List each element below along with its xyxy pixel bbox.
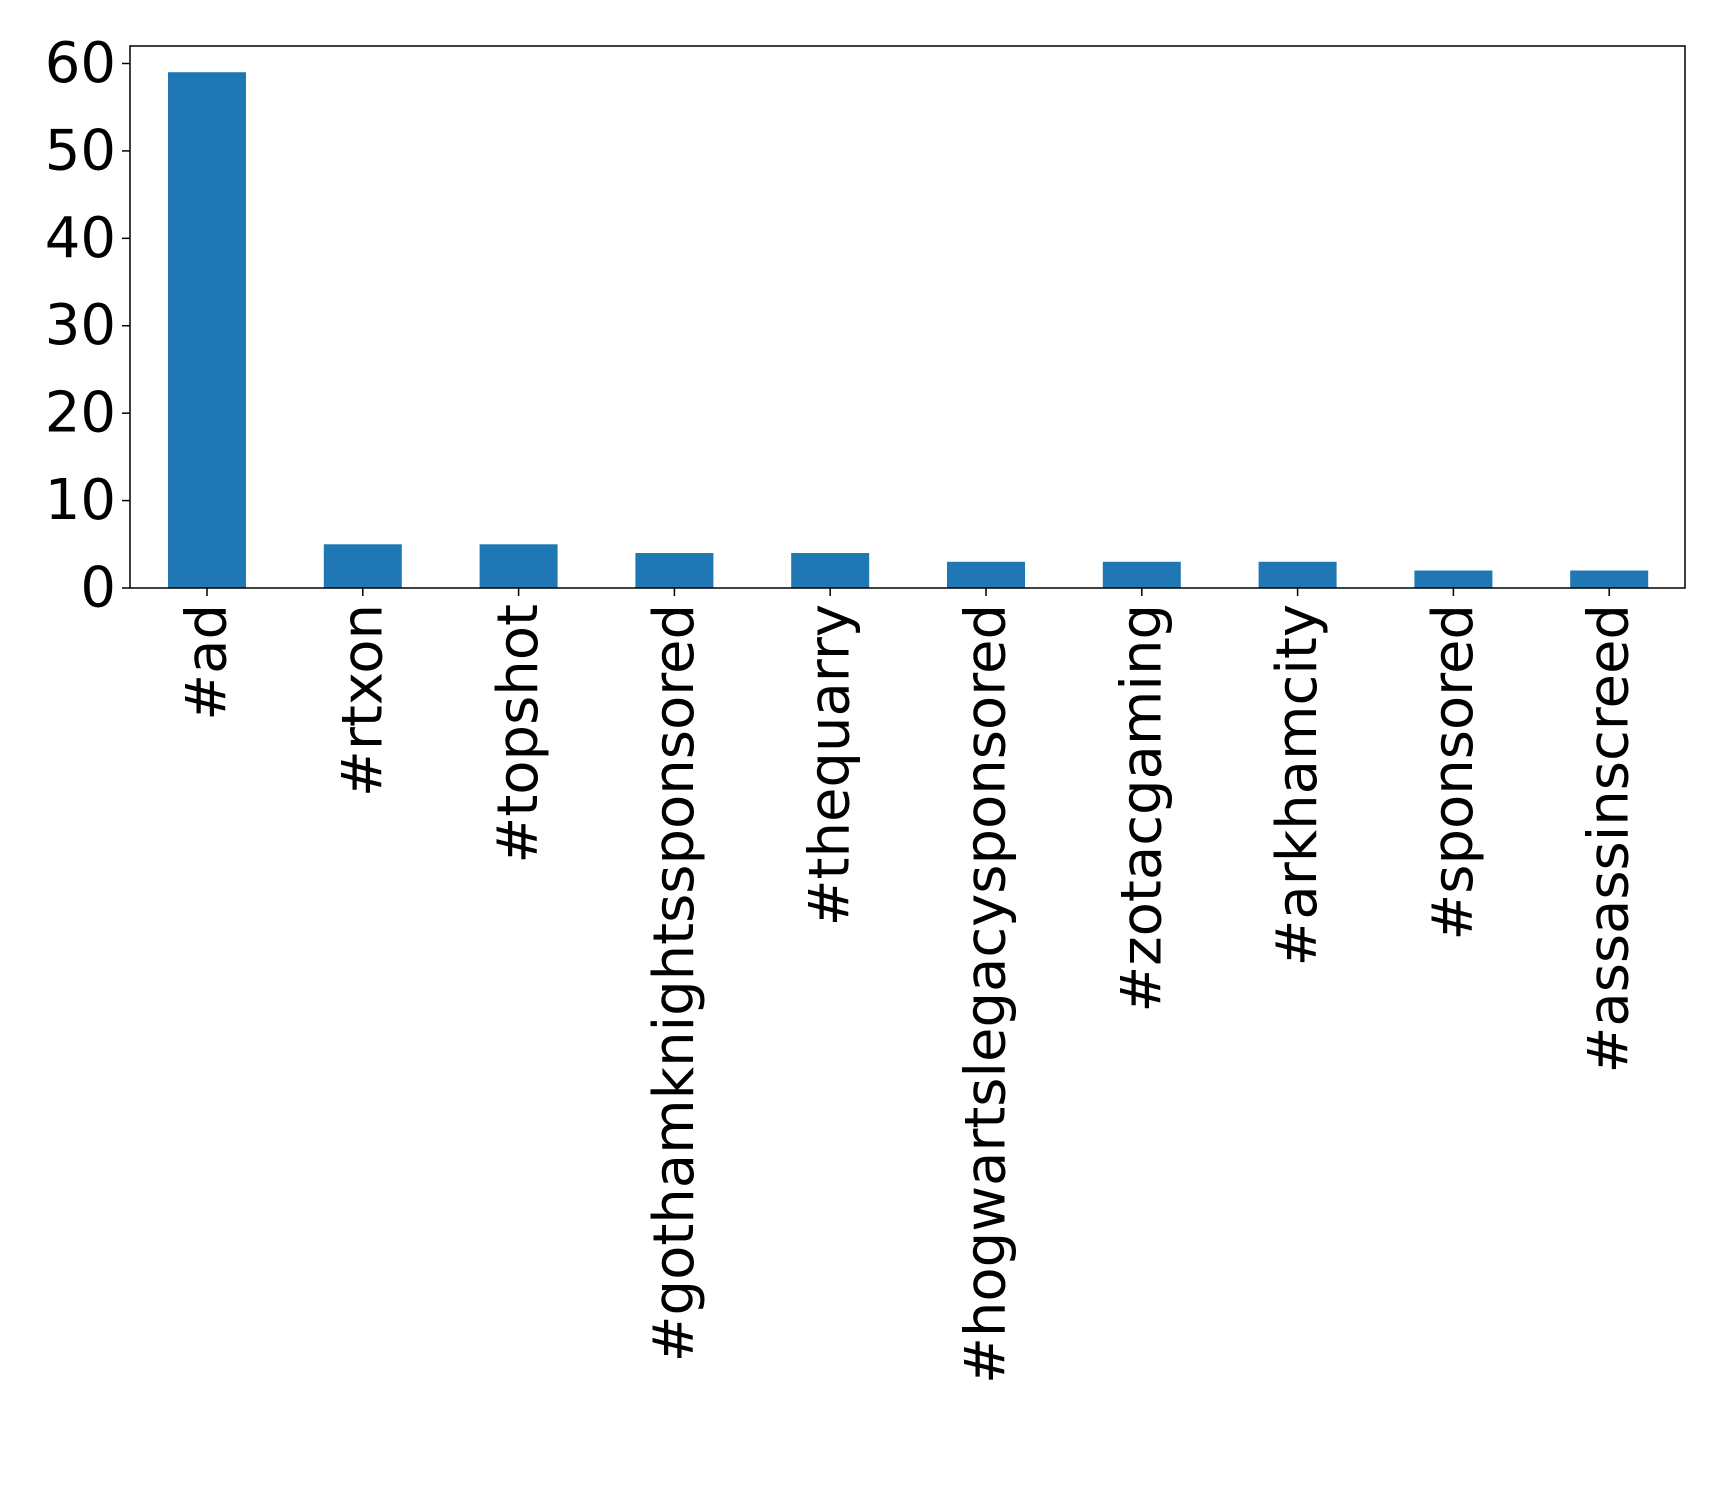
y-tick-label: 0 <box>80 556 116 621</box>
x-tick-label-ad: #ad <box>175 604 240 721</box>
bar-ad <box>168 72 246 588</box>
bar-gothamknightssponsored <box>635 553 714 588</box>
bar-hogwartslegacysponsored <box>947 561 1025 588</box>
y-tick-label: 10 <box>45 468 116 533</box>
x-tick-label-hogwartslegacysponsored: #hogwartslegacysponsored <box>954 604 1019 1384</box>
x-tick-label-assassinscreed: #assassinscreed <box>1577 604 1642 1074</box>
x-axis: #ad #rtxon #topshot #gothamknightssponsored… <box>175 588 1642 1384</box>
y-tick-label: 60 <box>45 31 116 96</box>
x-tick-label-arkhamcity: #arkhamcity <box>1265 604 1330 967</box>
y-tick-label: 40 <box>45 206 116 271</box>
y-tick-label: 20 <box>45 381 116 446</box>
bars-group <box>168 72 1649 588</box>
y-axis: 0 10 20 30 40 50 60 <box>45 31 130 621</box>
x-tick-label-topshot: #topshot <box>486 604 551 864</box>
bar-sponsored <box>1414 570 1493 588</box>
bar-zotacgaming <box>1102 561 1181 588</box>
y-tick-label: 50 <box>45 118 116 183</box>
bar-assassinscreed <box>1570 570 1649 588</box>
bar-thequarry <box>791 553 870 588</box>
x-tick-label-thequarry: #thequarry <box>798 604 863 926</box>
y-tick-label: 30 <box>45 293 116 358</box>
x-tick-label-sponsored: #sponsored <box>1421 604 1486 941</box>
bar-rtxon <box>323 544 402 588</box>
x-tick-label-gothamknightssponsored: #gothamknightssponsored <box>642 604 707 1362</box>
bar-arkhamcity <box>1258 561 1337 588</box>
bar-topshot <box>479 544 558 588</box>
x-tick-label-rtxon: #rtxon <box>330 604 395 797</box>
plot-frame <box>129 45 1686 589</box>
x-tick-label-zotacgaming: #zotacgaming <box>1109 604 1174 1013</box>
